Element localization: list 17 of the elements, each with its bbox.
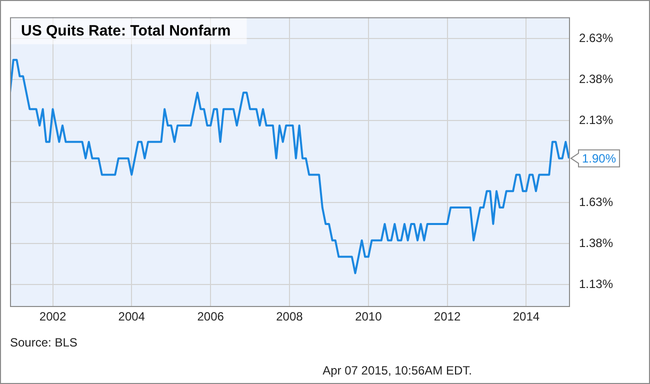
y-tick-label: 2.13% — [579, 112, 614, 127]
y-tick-label: 2.63% — [579, 30, 614, 45]
x-tick-label: 2006 — [197, 310, 224, 324]
x-tick-label: 2014 — [512, 310, 540, 324]
y-tick-label: 1.13% — [579, 276, 614, 291]
source-note: Source: BLS — [10, 335, 78, 350]
text: Apr 07 2015, 10:56AM EDT. — [322, 363, 472, 378]
y-tick-label: 1.38% — [579, 236, 614, 250]
x-tick-label: 2002 — [39, 310, 66, 324]
annotation: 1.90% — [582, 152, 616, 166]
x-tick-label: 2004 — [118, 310, 146, 324]
x-tick-label: 2012 — [434, 310, 461, 324]
x-tick-label: 2008 — [276, 310, 304, 324]
x-tick-label: 2010 — [355, 310, 382, 324]
chart-title: US Quits Rate: Total Nonfarm — [21, 22, 231, 40]
y-tick-label: 1.63% — [579, 194, 614, 209]
y-tick-label: 2.38% — [579, 72, 614, 86]
